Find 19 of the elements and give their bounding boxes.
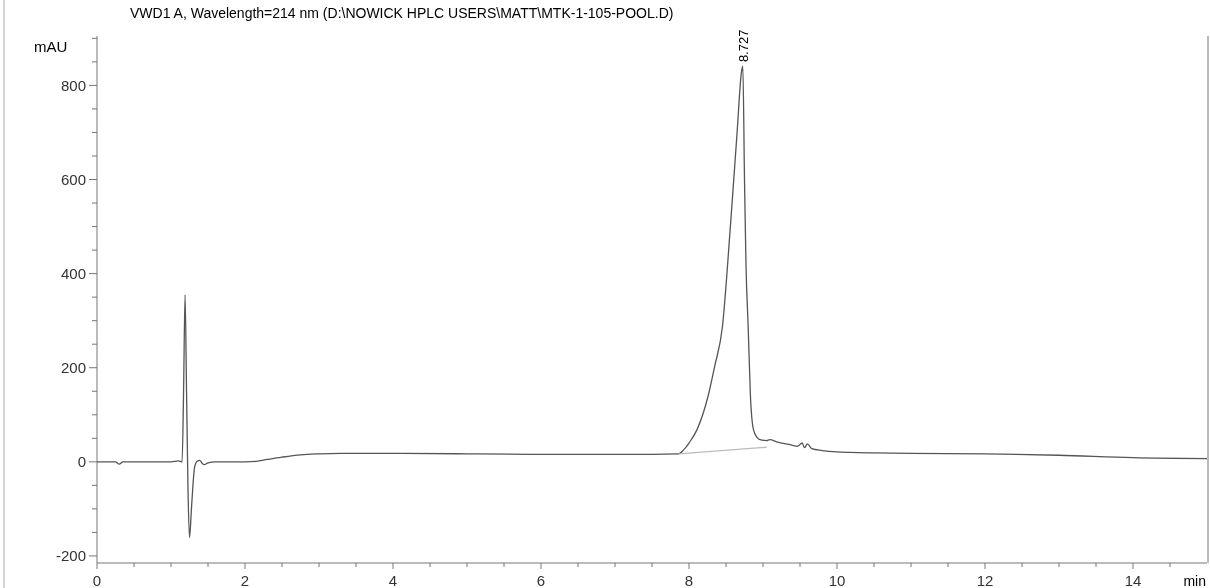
y-tick-label: 0	[77, 453, 86, 471]
x-axis-title: min	[1183, 573, 1206, 588]
x-tick-label: 4	[388, 572, 398, 588]
line-series	[96, 65, 1208, 539]
chart-title: VWD1 A, Wavelength=214 nm (D:\NOWICK HPLC USERS\MATT\MTK-1-105-POOL.D)	[130, 5, 674, 21]
annotation: 8.727	[735, 29, 751, 63]
x-tick-label: 8	[684, 572, 694, 588]
y-tick-label: 800	[60, 76, 86, 94]
x-tick-label: 10	[828, 572, 846, 588]
x-tick-label: 12	[976, 572, 994, 588]
y-tick-label: -200	[55, 547, 86, 565]
x-tick-label: 14	[1124, 572, 1142, 588]
x-tick-label: 2	[240, 572, 250, 588]
x-tick-label: 0	[92, 572, 102, 588]
x-tick-label: 6	[536, 572, 546, 588]
y-tick-label: 600	[60, 170, 86, 188]
y-axis-title: mAU	[34, 38, 68, 55]
y-tick-label: 200	[60, 358, 86, 376]
y-tick-label: 400	[60, 264, 86, 282]
